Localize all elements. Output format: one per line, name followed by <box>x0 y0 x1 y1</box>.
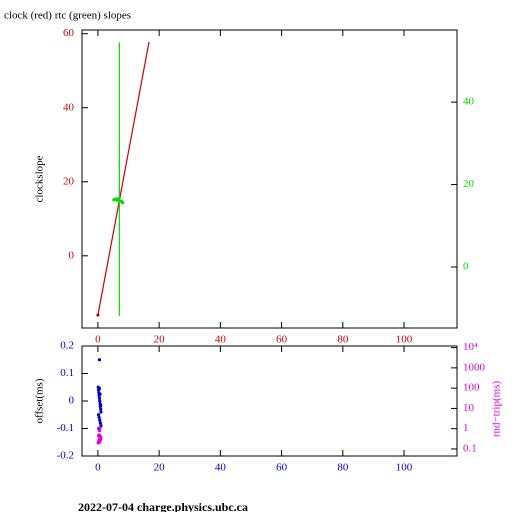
data-point <box>98 399 102 403</box>
y-tick-label: 60 <box>63 27 75 39</box>
y-tick-label: -0.1 <box>57 422 74 434</box>
plot-frame <box>81 29 458 329</box>
y2-tick-label: 1000 <box>463 361 486 373</box>
data-point <box>96 413 101 417</box>
y2-tick-label: 10⁴ <box>463 341 478 353</box>
data-point <box>97 358 102 362</box>
data-point <box>97 387 102 391</box>
y-tick-label: -0.2 <box>57 450 74 462</box>
x-tick-label: 80 <box>337 462 349 474</box>
footer: 2022-07-04 charge.physics.ubc.ca <box>78 500 248 512</box>
data-point <box>97 396 102 400</box>
x-tick-label: 100 <box>396 334 413 346</box>
data-point <box>99 407 103 411</box>
y2-tick-label: 0.1 <box>463 443 477 455</box>
x-tick-label: 80 <box>337 334 349 346</box>
x-tick-label: 40 <box>215 334 227 346</box>
y-tick-label: 20 <box>63 175 75 187</box>
data-point <box>121 201 125 205</box>
y2-tick-label: 20 <box>463 178 475 190</box>
x-tick-label: 60 <box>276 334 288 346</box>
data-point <box>117 196 121 201</box>
data-point <box>98 418 102 422</box>
x-tick-label: 40 <box>215 462 227 474</box>
y2-tick-label: 1 <box>463 422 469 434</box>
x-tick-label: 20 <box>154 462 166 474</box>
y2-tick-label: 40 <box>463 96 475 108</box>
x-tick-label: 0 <box>95 462 101 474</box>
y-tick-label: 0.2 <box>60 340 74 352</box>
data-point <box>97 433 101 437</box>
y-axis-label: clockslope <box>34 155 46 202</box>
series-line <box>97 41 150 316</box>
y-tick-label: 40 <box>63 101 75 113</box>
x-tick-label: 100 <box>396 462 413 474</box>
y-tick-label: 0 <box>69 249 75 261</box>
y2-tick-label: 100 <box>463 382 480 394</box>
data-point <box>98 426 102 430</box>
y-axis-label: offset(ms) <box>34 378 46 423</box>
y2-tick-label: 10 <box>463 402 475 414</box>
data-point <box>98 392 102 396</box>
y2-tick-label: 0 <box>463 261 469 273</box>
data-point <box>99 410 103 414</box>
data-point <box>99 403 103 407</box>
data-point <box>98 421 102 425</box>
data-point <box>97 415 101 420</box>
x-tick-label: 0 <box>95 334 101 346</box>
x-tick-label: 60 <box>276 462 288 474</box>
plot-frame <box>81 345 458 457</box>
data-point <box>97 429 102 433</box>
y-tick-label: 0 <box>69 395 75 407</box>
x-tick-label: 20 <box>154 334 166 346</box>
chart-title: clock (red) rtc (green) slopes <box>4 10 131 22</box>
y-tick-label: 0.1 <box>60 367 74 379</box>
y2-axis-label: rnd−trip(ms) <box>491 381 503 438</box>
data-point <box>96 313 100 317</box>
data-point <box>99 436 103 441</box>
